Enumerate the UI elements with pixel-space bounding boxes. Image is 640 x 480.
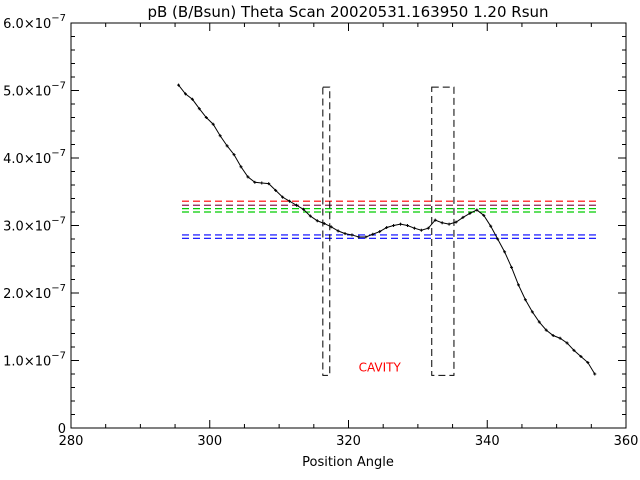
x-tick-label: 300 [197,434,222,449]
cavity-annotation: CAVITY [359,360,402,374]
region-box [431,86,455,376]
y-tick-label: 2.0×10−7 [3,283,66,302]
plot-area: 280 300 320 340 360 0 1.0×10−7 2.0×10−7 3.0×10−7… [3,13,638,449]
region-box [322,86,331,376]
x-axis-label: Position Angle [302,455,394,470]
chart-title: pB (B/Bsun) Theta Scan 20020531.163950 1… [147,3,548,21]
x-tick-label: 280 [59,434,84,449]
y-tick-label: 0 [58,422,66,437]
x-tick-label: 320 [336,434,361,449]
x-tick-label: 340 [475,434,500,449]
y-tick-label: 1.0×10−7 [3,351,66,370]
y-tick-label: 6.0×10−7 [3,13,66,32]
y-tick-label: 5.0×10−7 [3,81,66,100]
plot-frame [70,22,627,429]
y-tick-label: 3.0×10−7 [3,216,66,235]
y-tick-label: 4.0×10−7 [3,148,66,167]
x-tick-label: 360 [614,434,639,449]
series-line [178,84,596,375]
